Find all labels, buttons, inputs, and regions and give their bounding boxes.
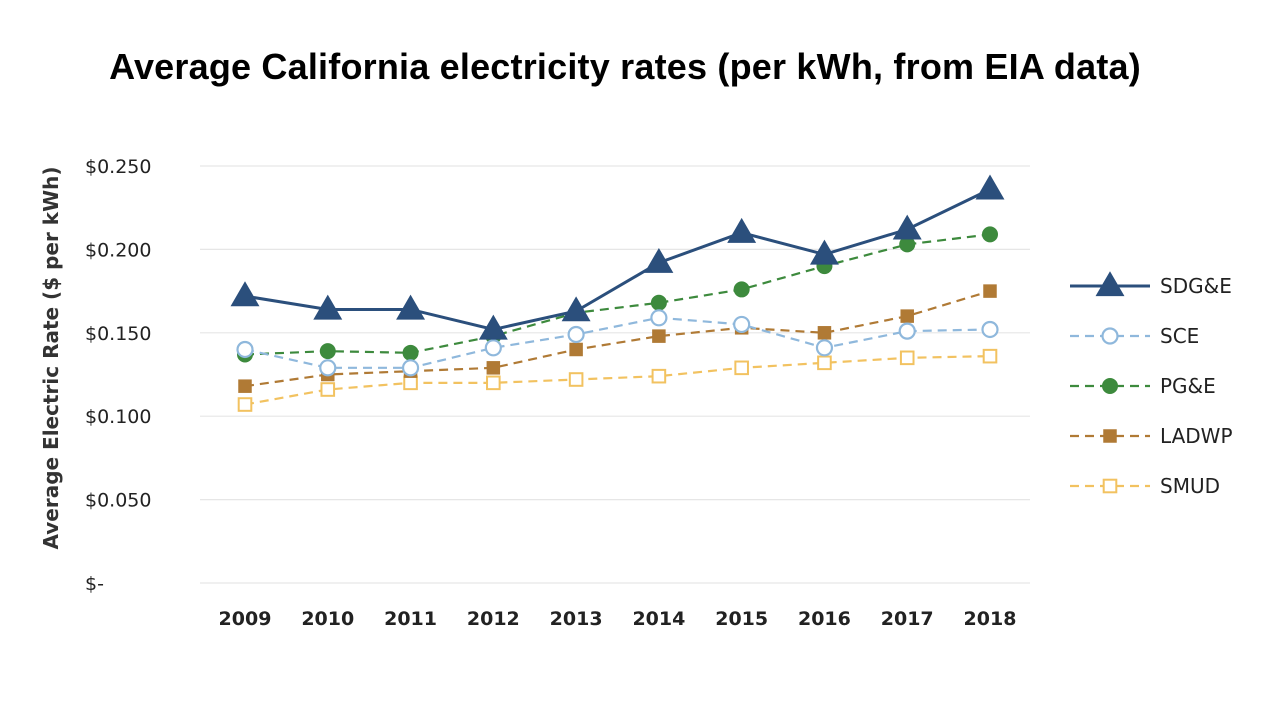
data-point-smud xyxy=(237,397,253,412)
y-axis-ticks: $- $0.050 $0.100 $0.150 $0.200 $0.250 xyxy=(85,156,151,595)
legend-label: LADWP xyxy=(1160,424,1233,448)
data-point-ladwp xyxy=(817,326,832,340)
data-point-smud xyxy=(651,368,667,384)
data-point-sdg-e xyxy=(561,296,591,322)
x-tick-label: 2017 xyxy=(881,608,934,630)
data-point-ladwp xyxy=(569,342,583,357)
legend-marker xyxy=(1103,429,1117,443)
series-sce xyxy=(236,309,999,377)
series-sdg-e xyxy=(230,174,1005,340)
data-point-sce xyxy=(815,339,834,357)
data-point-pg-e xyxy=(319,343,336,360)
data-point-pg-e xyxy=(650,294,667,311)
data-point-pg-e xyxy=(402,344,419,361)
data-point-sdg-e xyxy=(313,294,343,320)
data-point-smud xyxy=(817,355,832,371)
legend-marker xyxy=(1102,478,1118,494)
data-point-sce xyxy=(401,359,420,377)
series-line-sdg-e xyxy=(244,188,991,332)
data-point-smud xyxy=(982,348,998,364)
data-point-pg-e xyxy=(733,281,750,298)
data-point-sce xyxy=(567,325,585,344)
legend-marker xyxy=(1102,378,1118,394)
y-tick-label: $0.100 xyxy=(85,406,151,428)
data-point-sce xyxy=(898,322,916,340)
y-tick-label: $0.250 xyxy=(85,156,151,178)
y-tick-label: $0.050 xyxy=(85,490,151,512)
data-point-sce xyxy=(319,359,337,377)
x-tick-label: 2011 xyxy=(384,608,437,630)
legend-item-pg-e: PG&E xyxy=(1070,374,1216,398)
data-point-ladwp xyxy=(238,379,252,393)
legend-label: SDG&E xyxy=(1160,274,1232,298)
series-line-smud xyxy=(244,355,991,406)
y-axis-label: Average Electric Rate ($ per kWh) xyxy=(39,166,63,549)
data-point-sce xyxy=(236,340,254,359)
x-tick-label: 2015 xyxy=(715,608,768,630)
legend-label: SCE xyxy=(1160,324,1199,348)
data-point-smud xyxy=(486,375,501,391)
data-point-sce xyxy=(650,309,668,327)
data-point-smud xyxy=(320,382,336,397)
x-tick-label: 2009 xyxy=(219,608,272,630)
y-tick-label: $- xyxy=(85,573,104,595)
series-line-ladwp xyxy=(244,290,991,388)
data-point-sdg-e xyxy=(396,294,426,320)
series-line-sce xyxy=(244,316,991,369)
y-tick-label: $0.150 xyxy=(85,323,151,345)
x-tick-label: 2013 xyxy=(550,608,603,630)
data-point-smud xyxy=(899,350,915,366)
data-point-ladwp xyxy=(983,284,997,298)
data-point-smud xyxy=(403,375,418,391)
y-tick-label: $0.200 xyxy=(85,239,151,261)
legend-label: SMUD xyxy=(1160,474,1220,498)
series-group xyxy=(230,174,1005,412)
legend-item-sdg-e: SDG&E xyxy=(1070,271,1232,298)
data-point-ladwp xyxy=(652,329,666,343)
data-point-smud xyxy=(734,360,749,376)
series-line-pg-e xyxy=(244,233,991,356)
data-point-sce xyxy=(484,339,502,357)
x-tick-label: 2012 xyxy=(467,608,520,630)
legend-item-sce: SCE xyxy=(1070,324,1199,348)
x-axis-ticks: 2009 2010 2011 2012 2013 2014 2015 2016 2017 2018 xyxy=(219,608,1017,630)
x-tick-label: 2018 xyxy=(964,608,1017,630)
series-smud xyxy=(237,348,998,412)
x-tick-label: 2016 xyxy=(798,608,851,630)
legend: SDG&E SCE PG&E LADWP SMUD xyxy=(1070,271,1233,498)
data-point-ladwp xyxy=(900,309,914,323)
gridlines xyxy=(200,165,1030,584)
legend-item-ladwp: LADWP xyxy=(1070,424,1233,448)
data-point-sdg-e xyxy=(478,314,508,340)
x-tick-label: 2014 xyxy=(632,608,685,630)
chart-title: Average California electricity rates (pe… xyxy=(109,46,1141,87)
data-point-sdg-e xyxy=(892,214,922,240)
legend-label: PG&E xyxy=(1160,374,1216,398)
legend-marker xyxy=(1095,271,1125,297)
data-point-ladwp xyxy=(486,361,501,375)
data-point-sdg-e xyxy=(975,174,1005,200)
series-ladwp xyxy=(238,284,997,393)
data-point-sdg-e xyxy=(809,239,839,265)
data-point-sdg-e xyxy=(727,217,757,243)
legend-marker xyxy=(1101,327,1119,345)
x-tick-label: 2010 xyxy=(301,608,354,630)
data-point-sce xyxy=(981,320,999,339)
data-point-sdg-e xyxy=(644,247,674,273)
data-point-smud xyxy=(568,372,584,387)
legend-item-smud: SMUD xyxy=(1070,474,1220,498)
data-point-sce xyxy=(733,315,751,334)
data-point-sdg-e xyxy=(230,281,260,307)
data-point-pg-e xyxy=(982,226,998,243)
